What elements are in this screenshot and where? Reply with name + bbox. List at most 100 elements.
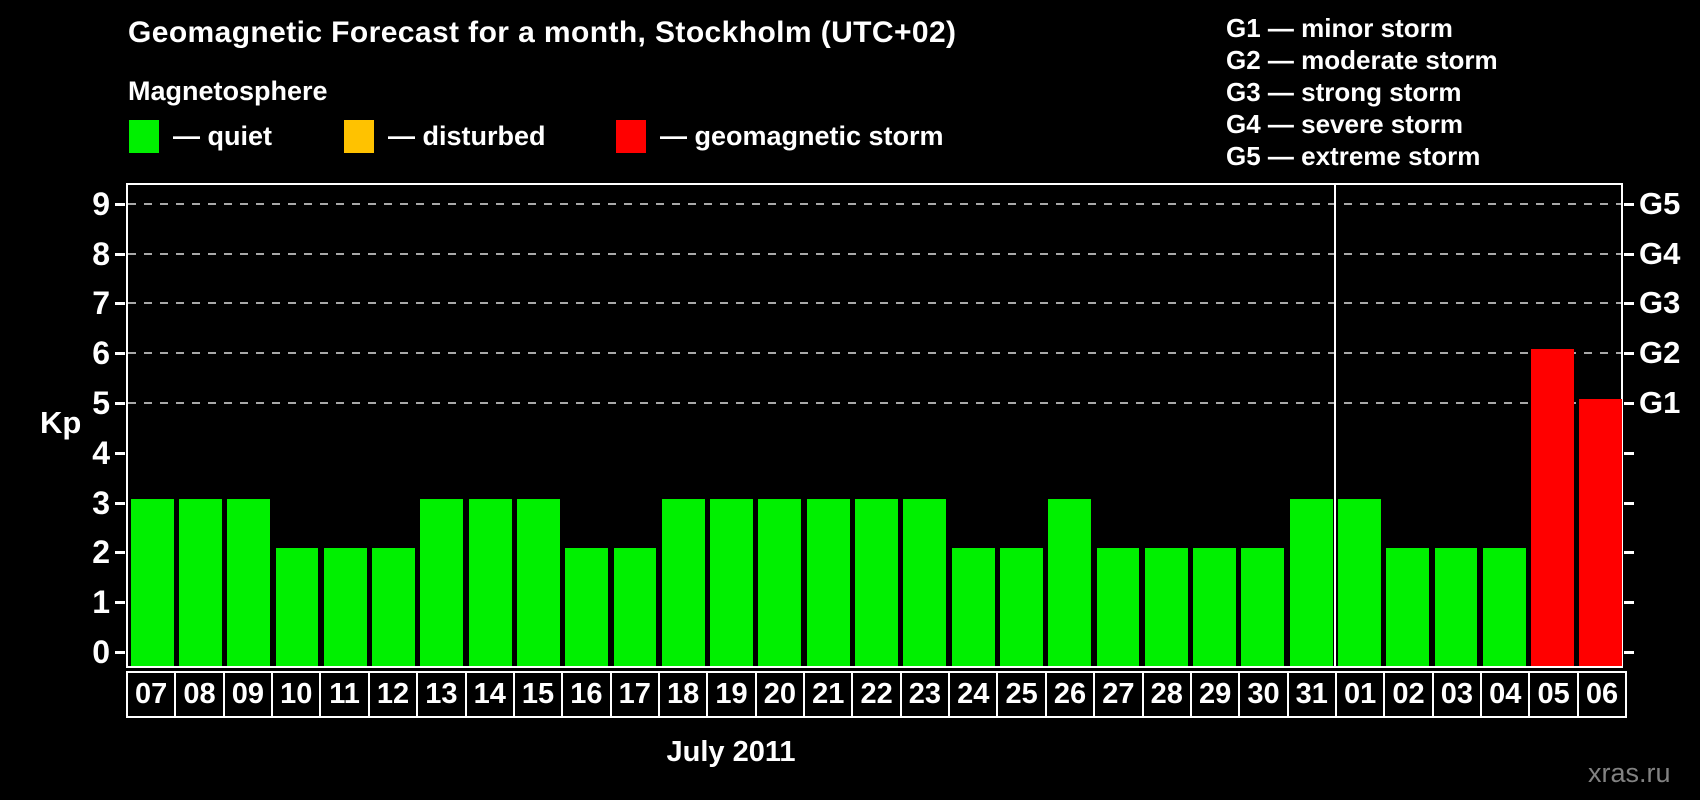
storm-color-swatch	[616, 120, 646, 153]
day-cell-24: 24	[948, 671, 999, 718]
day-cell-03: 03	[1431, 671, 1483, 718]
month-separator	[1334, 185, 1337, 666]
kp-bar-day-10	[275, 548, 319, 666]
g5-legend-line: G5 — extreme storm	[1226, 141, 1481, 171]
legend-label-quiet: — quiet	[173, 121, 272, 151]
kp-bar-day-05	[1531, 349, 1574, 666]
y-tick-right-6	[1624, 352, 1634, 356]
kp-bar-day-28	[1144, 548, 1188, 666]
kp-bar-day-29	[1193, 548, 1236, 666]
y-tick-left-2	[115, 551, 125, 555]
y-tick-label-5: 5	[92, 385, 110, 421]
kp-bar-day-25	[999, 548, 1043, 666]
quiet-color-swatch	[129, 120, 159, 153]
page-title: Geomagnetic Forecast for a month, Stockh…	[128, 16, 957, 49]
y-tick-label-9: 9	[92, 185, 110, 222]
kp-bar-day-27	[1096, 548, 1140, 666]
day-cell-16: 16	[561, 671, 612, 718]
g-scale-label-g2: G2	[1639, 335, 1681, 371]
kp-bar-day-09	[227, 498, 271, 666]
kp-bar-day-17	[613, 548, 657, 666]
y-tick-label-1: 1	[92, 584, 110, 621]
kp-bar-day-15	[517, 498, 560, 666]
g3-legend-line: G3 — strong storm	[1226, 77, 1462, 107]
day-cell-09: 09	[222, 671, 274, 718]
day-cell-06: 06	[1576, 671, 1628, 718]
day-cell-28: 28	[1141, 671, 1192, 718]
kp-bar-day-06	[1579, 399, 1623, 666]
day-cell-10: 10	[271, 671, 322, 718]
day-cell-18: 18	[657, 671, 709, 718]
kp-bar-day-24	[951, 548, 995, 666]
watermark: xras.ru	[1588, 758, 1671, 788]
kp-bar-day-21	[806, 498, 850, 666]
kp-bar-day-14	[468, 498, 512, 666]
day-cell-31: 31	[1286, 671, 1337, 718]
g-scale-label-g3: G3	[1639, 285, 1681, 321]
legend-label-storm: — geomagnetic storm	[660, 121, 944, 151]
y-tick-left-3	[115, 501, 125, 505]
kp-bar-day-19	[710, 498, 754, 666]
kp-bar-day-02	[1386, 548, 1430, 666]
day-cell-05: 05	[1528, 671, 1579, 718]
y-tick-label-4: 4	[92, 434, 110, 471]
kp-bar-day-23	[903, 498, 947, 666]
kp-bar-day-20	[758, 498, 802, 666]
y-tick-label-2: 2	[92, 534, 110, 571]
gridline-kp-7	[128, 302, 1621, 305]
y-tick-left-6	[115, 352, 125, 356]
y-tick-right-5	[1624, 402, 1634, 405]
legend-item-quiet: — quiet	[129, 120, 272, 153]
day-cell-29: 29	[1189, 671, 1241, 718]
legend-label-disturbed: — disturbed	[388, 121, 546, 151]
y-tick-right-2	[1624, 551, 1634, 555]
y-tick-left-5	[115, 402, 125, 405]
y-tick-left-8	[115, 252, 125, 256]
y-tick-right-1	[1624, 601, 1634, 605]
day-cell-25: 25	[996, 671, 1047, 718]
y-tick-label-0: 0	[92, 634, 110, 670]
y-tick-right-7	[1624, 302, 1634, 306]
day-cell-11: 11	[319, 671, 370, 718]
legend-item-storm: — geomagnetic storm	[616, 120, 944, 153]
month-label: July 2011	[666, 736, 796, 768]
kp-bar-day-12	[372, 548, 416, 666]
g2-legend-line: G2 — moderate storm	[1226, 45, 1498, 75]
day-cell-27: 27	[1093, 671, 1144, 718]
y-tick-right-3	[1624, 501, 1634, 505]
x-axis-day-row: 07 08 09 10 11 12 13 14 15 16 17 18 19 20 21 22 23 24 25 26…	[126, 671, 1628, 718]
y-tick-left-0	[115, 651, 125, 654]
y-tick-right-4	[1624, 451, 1634, 455]
kp-bar-day-13	[420, 498, 464, 666]
day-cell-21: 21	[803, 671, 854, 718]
g-scale-label-g1: G1	[1639, 385, 1681, 420]
day-cell-01: 01	[1334, 671, 1386, 718]
day-cell-15: 15	[512, 671, 564, 718]
kp-bar-day-08	[178, 498, 222, 666]
day-cell-17: 17	[609, 671, 660, 718]
plot-area: 0 1 2 3 4 5 6 7 8 9 G1 G2 G3 G4 G5	[92, 183, 1680, 670]
day-cell-30: 30	[1238, 671, 1289, 718]
kp-bar-day-16	[565, 548, 609, 666]
y-tick-label-6: 6	[92, 335, 110, 372]
day-cell-08: 08	[174, 671, 225, 718]
magnetosphere-label: Magnetosphere	[128, 76, 328, 106]
y-tick-label-8: 8	[92, 235, 110, 272]
y-tick-left-4	[115, 451, 125, 455]
kp-bar-day-18	[661, 498, 705, 666]
kp-bar-day-30	[1241, 548, 1285, 666]
day-cell-20: 20	[754, 671, 806, 718]
g-scale-label-g5: G5	[1639, 185, 1681, 221]
g-scale-label-g4: G4	[1639, 235, 1681, 271]
kp-bar-day-01	[1337, 498, 1381, 666]
kp-bar-day-31	[1289, 498, 1333, 666]
gridline-kp-8	[128, 252, 1621, 255]
y-tick-label-3: 3	[92, 484, 110, 521]
storm-scale-legend: G1 — minor storm G2 — moderate storm G3 …	[1226, 12, 1498, 172]
day-cell-19: 19	[706, 671, 757, 718]
day-cell-07: 07	[126, 671, 177, 718]
y-tick-right-0	[1624, 651, 1634, 654]
y-axis-title: Kp	[40, 405, 82, 440]
kp-bar-day-26	[1048, 498, 1092, 666]
day-cell-23: 23	[899, 671, 951, 718]
